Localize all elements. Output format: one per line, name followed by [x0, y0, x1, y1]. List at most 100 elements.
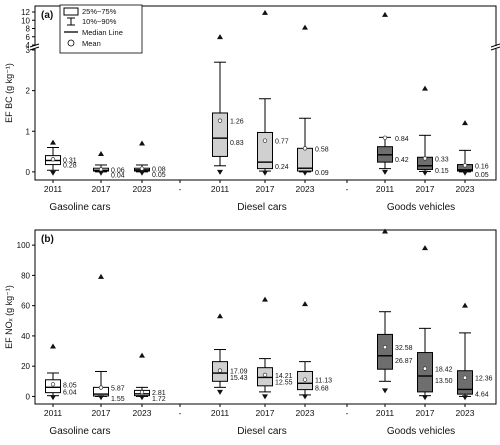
axis-break-mark: [29, 46, 40, 51]
x-tick-label: 2023: [133, 184, 152, 194]
mean-marker: [139, 166, 145, 171]
mean-value-label: 14.21: [275, 373, 293, 380]
min-marker: [217, 169, 223, 175]
median-value-label: 1.72: [152, 396, 166, 403]
mean-value-label: 0.58: [315, 146, 329, 153]
mean-value-label: 8.05: [63, 382, 77, 389]
box-iqr: [457, 370, 473, 395]
max-marker: [422, 85, 428, 91]
min-marker: [422, 170, 428, 176]
y-axis-label: EF NOₓ (g kg⁻¹): [4, 285, 14, 349]
median-value-label: 13.50: [435, 378, 453, 385]
median-value-label: 8.68: [315, 385, 329, 392]
max-marker: [139, 352, 145, 358]
max-marker: [302, 301, 308, 307]
y-tick-label: 12: [21, 8, 30, 17]
y-axis-label: EF BC (g kg⁻¹): [4, 63, 14, 123]
median-value-label: 0.24: [275, 164, 289, 171]
x-tick-label: 2011: [211, 408, 230, 418]
max-marker: [262, 9, 268, 15]
x-tick-label: 2023: [456, 184, 475, 194]
mean-marker: [462, 163, 468, 168]
mean-value-label: 11.13: [315, 378, 332, 385]
category-label: Gasoline cars: [49, 202, 110, 213]
min-marker: [139, 170, 145, 176]
y-tick-label: 80: [21, 271, 30, 280]
mean-value-label: 0.84: [395, 136, 409, 143]
mean-marker: [422, 366, 428, 371]
x-tick-label: 2017: [416, 408, 435, 418]
panel-label: (b): [41, 234, 54, 245]
mean-marker: [422, 156, 428, 161]
mean-value-label: 0.77: [275, 139, 289, 146]
x-separator-label: -: [179, 184, 182, 194]
y-tick-label: 10: [21, 16, 30, 25]
mean-marker: [217, 118, 223, 123]
min-marker: [50, 170, 56, 176]
x-tick-label: 2023: [133, 408, 152, 418]
x-separator-label: -: [346, 408, 349, 418]
min-marker: [382, 169, 388, 175]
median-value-label: 0.83: [230, 140, 244, 147]
mean-value-label: 0.08: [152, 167, 166, 174]
axis-break-mark: [490, 43, 500, 48]
mean-marker: [382, 344, 388, 350]
y-tick-label: 0: [26, 168, 31, 177]
x-tick-label: 2017: [92, 184, 111, 194]
y-tick-label: 4: [26, 41, 31, 50]
median-value-label: 1.55: [111, 396, 125, 403]
y-tick-label: 0: [26, 392, 31, 401]
max-marker: [50, 343, 56, 349]
mean-value-label: 2.81: [152, 390, 166, 397]
median-value-label: 0.28: [63, 163, 77, 170]
min-marker: [217, 389, 223, 395]
mean-marker: [50, 157, 56, 162]
mean-marker: [382, 135, 388, 140]
min-marker: [262, 394, 268, 400]
min-marker: [98, 395, 104, 401]
max-marker: [262, 296, 268, 302]
legend-iqr-swatch: [63, 7, 79, 16]
box-iqr: [417, 352, 433, 393]
max-marker: [462, 120, 468, 126]
x-tick-label: 2011: [376, 408, 395, 418]
max-marker: [217, 34, 223, 40]
min-marker: [422, 395, 428, 401]
box-iqr: [257, 131, 273, 170]
box-iqr: [212, 112, 228, 157]
legend-label: Median Line: [82, 28, 123, 37]
median-value-label: 0.15: [435, 168, 449, 175]
min-marker: [50, 395, 56, 401]
y-tick-label: 8: [26, 25, 31, 34]
mean-value-label: 17.09: [230, 369, 248, 376]
max-marker: [422, 245, 428, 251]
axis-break-mark: [29, 43, 40, 48]
mean-marker: [98, 385, 104, 390]
min-marker: [462, 395, 468, 401]
max-marker: [98, 273, 104, 279]
median-value-label: 0.05: [152, 172, 166, 179]
min-marker: [462, 170, 468, 176]
x-tick-label: 2023: [296, 408, 315, 418]
mean-value-label: 18.42: [435, 367, 453, 374]
category-label: Diesel cars: [237, 202, 286, 213]
mean-marker: [462, 375, 468, 380]
mean-value-label: 0.06: [111, 167, 125, 174]
y-tick-label: 40: [21, 332, 30, 341]
box-iqr: [377, 333, 393, 370]
min-marker: [302, 170, 308, 176]
median-value-label: 6.04: [63, 389, 77, 396]
median-value-label: 15.43: [230, 375, 248, 382]
panel-label: (a): [41, 10, 53, 21]
max-marker: [382, 11, 388, 17]
mean-value-label: 0.16: [475, 163, 489, 170]
min-marker: [302, 394, 308, 400]
median-value-label: 0.05: [475, 172, 489, 179]
y-tick-label: 1: [26, 127, 31, 136]
mean-marker: [139, 390, 145, 395]
x-tick-label: 2023: [296, 184, 315, 194]
max-marker: [462, 302, 468, 308]
y-tick-label: 2: [26, 87, 31, 96]
